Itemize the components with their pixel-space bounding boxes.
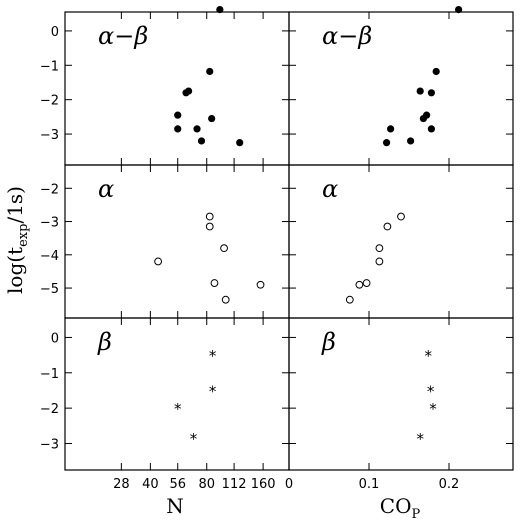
panel-frame [288, 317, 514, 471]
y-tick-label: 0 [51, 331, 59, 346]
data-point [355, 280, 364, 289]
data-point: * [427, 382, 435, 400]
y-tick-label: −4 [40, 249, 59, 264]
data-point [419, 114, 427, 123]
data-point [154, 257, 163, 266]
data-point [216, 5, 224, 14]
data-point [221, 295, 230, 304]
axis-ticks [65, 12, 513, 470]
y-axis-label: log(texp/1s) [3, 186, 31, 294]
data-point [205, 222, 214, 231]
data-point [220, 244, 228, 253]
data-point [174, 125, 182, 133]
y-tick-label: −2 [40, 94, 59, 109]
tick-labels: 0 −1 −2 −3 −2 −3 −4 −5 0 −1 −2 −3 28 40 56 80 112 160 0 0.1… [40, 25, 460, 492]
data-point: * [416, 430, 424, 448]
data-point [407, 137, 415, 145]
panel-label: β [321, 328, 336, 356]
data-point [375, 244, 384, 253]
x-tick-label: 80 [198, 477, 215, 492]
x-tick-label: 28 [113, 477, 130, 492]
panel-label: α [322, 175, 338, 203]
x-tick-label: 160 [251, 477, 276, 492]
data-points: ******** [154, 5, 463, 448]
data-point [210, 279, 219, 287]
data-point: * [209, 382, 217, 400]
data-point [362, 279, 371, 287]
data-point [383, 222, 392, 231]
data-point [236, 139, 244, 147]
data-point: * [209, 347, 217, 365]
data-point [432, 67, 440, 76]
y-tick-label: −3 [40, 437, 59, 452]
data-point [387, 125, 395, 133]
panel-labels: α−β α−β α α β β [97, 22, 372, 356]
x-axis-label-cop: COP [380, 494, 421, 522]
data-point: * [429, 400, 437, 418]
panel-frames [64, 11, 514, 471]
y-tick-label: −1 [40, 367, 59, 382]
y-tick-label: −1 [40, 59, 59, 74]
x-tick-label: 0.2 [439, 477, 460, 492]
data-point [427, 125, 435, 133]
y-tick-label: −3 [40, 216, 59, 231]
data-point [174, 111, 182, 119]
x-tick-label: 56 [169, 477, 186, 492]
data-point [197, 137, 206, 145]
y-tick-label: −5 [40, 282, 59, 297]
panel-label: α−β [322, 22, 372, 50]
data-point: * [174, 400, 182, 418]
x-tick-label: 112 [222, 477, 247, 492]
data-point: * [424, 347, 432, 365]
y-tick-label: −3 [40, 128, 59, 143]
data-point [193, 125, 201, 133]
data-point [208, 114, 216, 123]
y-tick-label: 0 [51, 25, 59, 40]
data-point [427, 89, 435, 97]
panel-label: β [97, 328, 112, 356]
data-point [205, 212, 214, 221]
data-point [383, 139, 391, 147]
data-point: * [190, 430, 198, 448]
data-point [206, 67, 214, 76]
data-point [397, 212, 405, 221]
x-tick-label: 40 [142, 477, 159, 492]
y-tick-label: −2 [40, 182, 59, 197]
panel-label: α [98, 175, 114, 203]
x-tick-label: 0.1 [359, 477, 380, 492]
data-point [375, 257, 384, 266]
data-point [416, 87, 424, 95]
x-axis-label-n: N [166, 494, 184, 518]
x-tick-label: 0 [285, 477, 293, 492]
panel-label: α−β [98, 22, 148, 50]
data-point [182, 89, 190, 97]
data-point [345, 295, 354, 304]
y-tick-label: −2 [40, 402, 59, 417]
data-point [256, 280, 265, 289]
data-point [455, 5, 463, 14]
